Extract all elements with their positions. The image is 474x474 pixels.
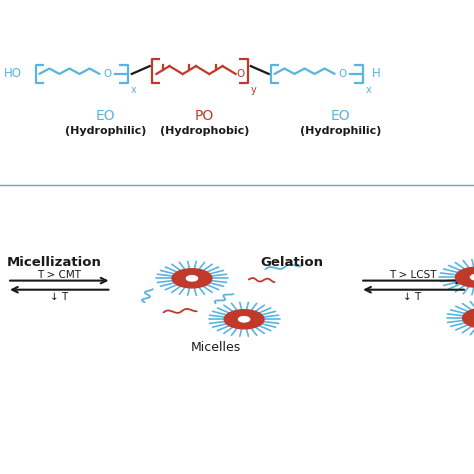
Text: ↓ T: ↓ T (50, 292, 68, 301)
Circle shape (224, 310, 264, 329)
Text: O: O (103, 69, 112, 79)
Text: Micelles: Micelles (191, 341, 241, 354)
Text: HO: HO (4, 67, 22, 81)
Circle shape (456, 267, 474, 287)
Text: T > CMT: T > CMT (37, 270, 81, 280)
Circle shape (172, 269, 212, 288)
Circle shape (186, 276, 198, 281)
Circle shape (463, 308, 474, 328)
Text: x: x (131, 85, 137, 95)
Text: H: H (372, 67, 381, 81)
Text: Gelation: Gelation (261, 255, 324, 269)
Circle shape (471, 274, 474, 280)
Text: EO: EO (96, 109, 115, 123)
Text: Micellization: Micellization (7, 255, 102, 269)
Text: (Hydrophilic): (Hydrophilic) (65, 126, 146, 136)
Text: O: O (237, 69, 245, 79)
Text: (Hydrophobic): (Hydrophobic) (160, 126, 249, 136)
Text: (Hydrophilic): (Hydrophilic) (300, 126, 381, 136)
Text: T > LCST: T > LCST (389, 270, 436, 280)
Text: x: x (365, 85, 371, 95)
Text: EO: EO (330, 109, 350, 123)
Text: PO: PO (195, 109, 214, 123)
Text: O: O (338, 69, 347, 79)
Text: y: y (251, 84, 256, 94)
Circle shape (238, 317, 250, 322)
Text: ↓ T: ↓ T (403, 292, 421, 301)
